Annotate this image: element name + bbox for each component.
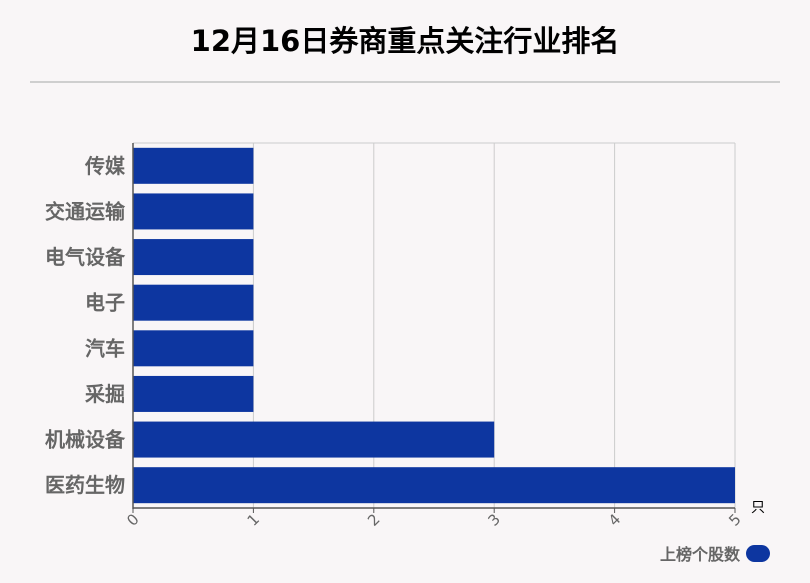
bar (133, 375, 254, 412)
bar (133, 467, 735, 504)
legend-swatch (746, 544, 770, 562)
bar (133, 284, 254, 321)
legend-label: 上榜个股数 (659, 545, 740, 564)
category-label: 医药生物 (45, 473, 125, 497)
x-unit-label: 只 (751, 500, 765, 516)
x-tick-label: 2 (364, 510, 383, 529)
bar (133, 421, 495, 458)
category-label: 交通运输 (45, 199, 126, 223)
x-tick-label: 1 (244, 510, 263, 529)
bar (133, 147, 254, 184)
category-label: 机械设备 (45, 428, 126, 452)
title-divider (30, 81, 780, 83)
x-tick-label: 3 (484, 510, 503, 529)
chart-title: 12月16日券商重点关注行业排名 (190, 24, 620, 58)
x-tick-label: 4 (605, 510, 624, 529)
category-label: 电子 (85, 291, 125, 315)
category-label: 汽车 (85, 336, 125, 360)
category-label: 电气设备 (45, 245, 126, 269)
bar (133, 193, 254, 230)
bar (133, 239, 254, 276)
bar (133, 330, 254, 367)
category-label: 采掘 (85, 382, 125, 406)
x-tick-label: 5 (725, 510, 744, 529)
x-tick-label: 0 (123, 510, 142, 529)
legend: 上榜个股数 (660, 541, 770, 565)
category-label: 传媒 (84, 154, 126, 178)
